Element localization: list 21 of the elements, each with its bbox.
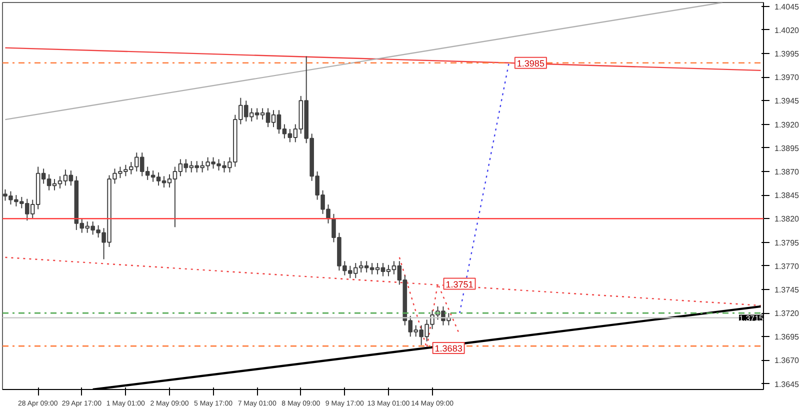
y-tick-label: 1.3770 <box>774 262 800 271</box>
y-tick-label: 1.4045 <box>774 2 800 12</box>
y-tick-label: 1.3870 <box>774 167 800 176</box>
y-tick-label: 1.3670 <box>774 356 800 366</box>
y-tick-label: 1.4020 <box>774 26 800 35</box>
annotation: 1.3985 <box>516 58 544 68</box>
y-tick-label: 1.3995 <box>774 49 800 58</box>
annotation: 1.3683 <box>434 343 462 354</box>
y-tick-label: 1.3695 <box>774 332 800 342</box>
ref-line-label: 1.3715 <box>739 314 764 323</box>
y-tick-label: 1.3970 <box>774 73 800 82</box>
y-tick-label: 1.3720 <box>774 309 800 318</box>
y-tick-label: 1.3945 <box>774 96 800 106</box>
y-tick-label: 1.3745 <box>774 285 800 294</box>
y-tick-label: 1.3920 <box>774 120 800 130</box>
y-tick-label: 1.3645 <box>774 380 800 389</box>
y-tick-label: 1.3820 <box>774 214 800 224</box>
annotation: 1.3751 <box>446 279 474 290</box>
y-tick-label: 1.3795 <box>774 238 800 248</box>
y-tick-label: 1.3895 <box>774 144 800 153</box>
y-tick-label: 1.3845 <box>774 191 800 200</box>
